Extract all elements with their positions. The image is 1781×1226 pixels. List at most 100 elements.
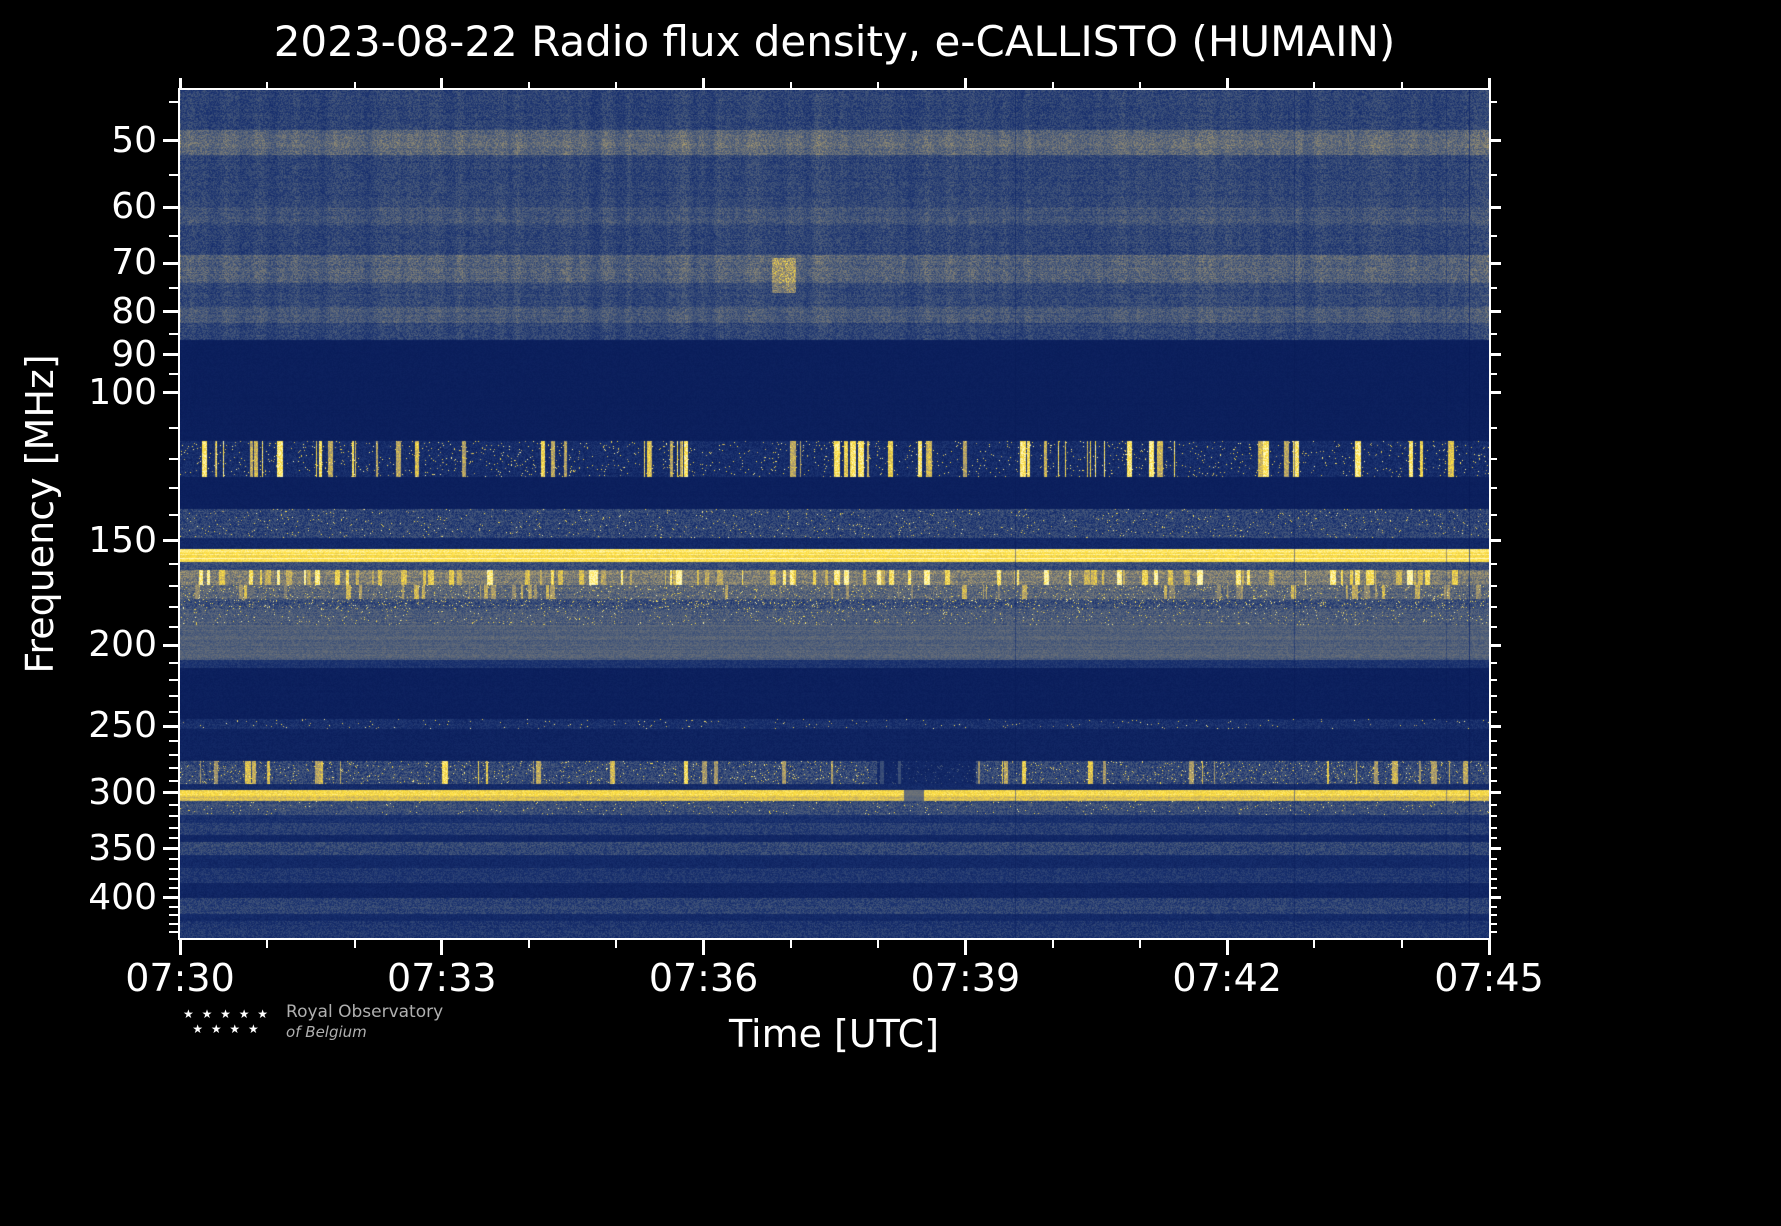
y-tick-label: 300 [88, 771, 157, 813]
y-major-tick-right [1491, 791, 1501, 795]
x-major-tick [1225, 940, 1229, 955]
y-major-tick [163, 896, 178, 900]
x-minor-tick-top [877, 82, 880, 88]
x-tick-label: 07:39 [910, 956, 1021, 1000]
x-major-tick [1487, 940, 1491, 955]
y-minor-tick-right [1491, 858, 1497, 861]
y-major-tick [163, 391, 178, 395]
y-major-tick [163, 643, 178, 647]
y-minor-tick-right [1491, 739, 1497, 742]
y-major-tick [163, 791, 178, 795]
y-minor-tick-right [1491, 585, 1497, 588]
y-tick-label: 70 [111, 242, 157, 284]
y-major-tick [163, 353, 178, 357]
y-minor-tick-right [1491, 887, 1497, 890]
y-minor-tick-right [1491, 914, 1497, 917]
y-minor-tick [169, 766, 178, 769]
x-minor-tick-top [1313, 82, 1316, 88]
x-tick-label: 07:45 [1434, 956, 1544, 1000]
x-minor-tick [266, 940, 269, 948]
y-minor-tick [169, 487, 178, 490]
y-minor-tick-right [1491, 662, 1497, 665]
y-minor-tick [169, 815, 178, 818]
y-minor-tick [169, 868, 178, 871]
y-minor-tick [169, 753, 178, 756]
y-minor-tick-right [1491, 426, 1497, 429]
rob-stars-row2: ★ ★ ★ ★ [192, 1022, 261, 1036]
x-axis-label: Time [UTC] [728, 1012, 940, 1056]
y-tick-label: 50 [111, 119, 157, 161]
x-minor-tick [877, 940, 880, 948]
y-minor-tick [169, 905, 178, 908]
x-major-tick-top [1487, 78, 1491, 88]
y-minor-tick-right [1491, 332, 1497, 335]
y-minor-tick [169, 914, 178, 917]
x-minor-tick [1051, 940, 1054, 948]
x-major-tick [440, 940, 444, 955]
y-major-tick [163, 724, 178, 728]
y-minor-tick-right [1491, 803, 1497, 806]
y-minor-tick [169, 287, 178, 290]
chart-title: 2023-08-22 Radio flux density, e-CALLIST… [273, 17, 1396, 66]
y-minor-tick [169, 563, 178, 566]
y-minor-tick [169, 858, 178, 861]
y-tick-label: 200 [88, 624, 157, 666]
y-minor-tick [169, 695, 178, 698]
x-minor-tick-top [1051, 82, 1054, 88]
y-major-tick-right [1491, 724, 1501, 728]
x-tick-label: 07:30 [125, 956, 235, 1000]
y-minor-tick [169, 585, 178, 588]
x-minor-tick-top [528, 82, 531, 88]
y-minor-tick [169, 605, 178, 608]
x-major-tick-top [1225, 78, 1229, 88]
x-minor-tick-top [789, 82, 792, 88]
y-minor-tick-right [1491, 605, 1497, 608]
y-minor-tick [169, 803, 178, 806]
y-major-tick-right [1491, 261, 1501, 265]
y-minor-tick-right [1491, 931, 1497, 934]
x-minor-tick [789, 940, 792, 948]
y-minor-tick-right [1491, 563, 1497, 566]
y-minor-tick-right [1491, 101, 1497, 104]
y-minor-tick [169, 662, 178, 665]
rob-stars-icon: ★ ★ ★ ★ ★ ★ ★ ★ ★ [183, 1007, 270, 1037]
y-major-tick [163, 139, 178, 143]
y-major-tick-right [1491, 139, 1501, 143]
x-minor-tick-top [615, 82, 618, 88]
y-tick-label: 150 [88, 519, 157, 561]
y-minor-tick-right [1491, 695, 1497, 698]
x-major-tick-top [963, 78, 967, 88]
x-major-tick [178, 940, 182, 955]
logo-text-line1: Royal Observatory [286, 1002, 444, 1022]
y-minor-tick [169, 426, 178, 429]
x-major-tick-top [178, 78, 182, 88]
x-tick-label: 07:33 [387, 956, 497, 1000]
y-minor-tick-right [1491, 815, 1497, 818]
y-minor-tick-right [1491, 877, 1497, 880]
y-minor-tick [169, 174, 178, 177]
y-major-tick [163, 205, 178, 209]
y-minor-tick-right [1491, 678, 1497, 681]
y-minor-tick-right [1491, 514, 1497, 517]
rob-logo: ★ ★ ★ ★ ★ ★ ★ ★ ★ Royal Observatory of B… [183, 1002, 443, 1042]
y-major-tick [163, 310, 178, 314]
y-minor-tick [169, 922, 178, 925]
y-minor-tick [169, 458, 178, 461]
y-minor-tick [169, 826, 178, 829]
x-minor-tick [615, 940, 618, 948]
rob-logo-text: Royal Observatory of Belgium [286, 1002, 443, 1042]
y-minor-tick [169, 837, 178, 840]
x-major-tick [702, 940, 706, 955]
rob-stars-row1: ★ ★ ★ ★ ★ [183, 1007, 271, 1021]
x-minor-tick [1313, 940, 1316, 948]
y-tick-label: 80 [111, 290, 157, 332]
y-major-tick-right [1491, 539, 1501, 543]
y-major-tick-right [1491, 643, 1501, 647]
y-tick-label: 60 [111, 186, 157, 228]
y-tick-label: 400 [88, 876, 157, 918]
y-minor-tick [169, 235, 178, 238]
y-minor-tick-right [1491, 868, 1497, 871]
y-minor-tick [169, 877, 178, 880]
y-minor-tick-right [1491, 826, 1497, 829]
